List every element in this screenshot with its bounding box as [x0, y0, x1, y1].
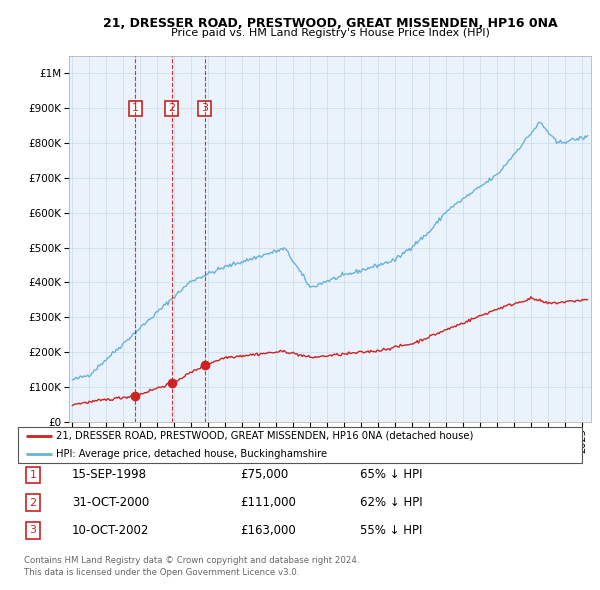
Text: 62% ↓ HPI: 62% ↓ HPI [360, 496, 422, 509]
Text: 1: 1 [132, 103, 139, 113]
Text: £163,000: £163,000 [240, 524, 296, 537]
Text: 15-SEP-1998: 15-SEP-1998 [72, 468, 147, 481]
Text: 2: 2 [168, 103, 175, 113]
Text: 55% ↓ HPI: 55% ↓ HPI [360, 524, 422, 537]
Text: 1: 1 [29, 470, 37, 480]
Text: 10-OCT-2002: 10-OCT-2002 [72, 524, 149, 537]
Text: 31-OCT-2000: 31-OCT-2000 [72, 496, 149, 509]
Text: 65% ↓ HPI: 65% ↓ HPI [360, 468, 422, 481]
Text: This data is licensed under the Open Government Licence v3.0.: This data is licensed under the Open Gov… [24, 568, 299, 577]
Text: 3: 3 [201, 103, 208, 113]
Text: 21, DRESSER ROAD, PRESTWOOD, GREAT MISSENDEN, HP16 0NA (detached house): 21, DRESSER ROAD, PRESTWOOD, GREAT MISSE… [56, 431, 474, 441]
FancyBboxPatch shape [18, 427, 582, 463]
Text: 2: 2 [29, 498, 37, 507]
Text: Price paid vs. HM Land Registry's House Price Index (HPI): Price paid vs. HM Land Registry's House … [170, 28, 490, 38]
Text: £75,000: £75,000 [240, 468, 288, 481]
Text: HPI: Average price, detached house, Buckinghamshire: HPI: Average price, detached house, Buck… [56, 449, 328, 459]
Text: Contains HM Land Registry data © Crown copyright and database right 2024.: Contains HM Land Registry data © Crown c… [24, 556, 359, 565]
Text: 3: 3 [29, 526, 37, 535]
Text: 21, DRESSER ROAD, PRESTWOOD, GREAT MISSENDEN, HP16 0NA: 21, DRESSER ROAD, PRESTWOOD, GREAT MISSE… [103, 17, 557, 30]
Text: £111,000: £111,000 [240, 496, 296, 509]
